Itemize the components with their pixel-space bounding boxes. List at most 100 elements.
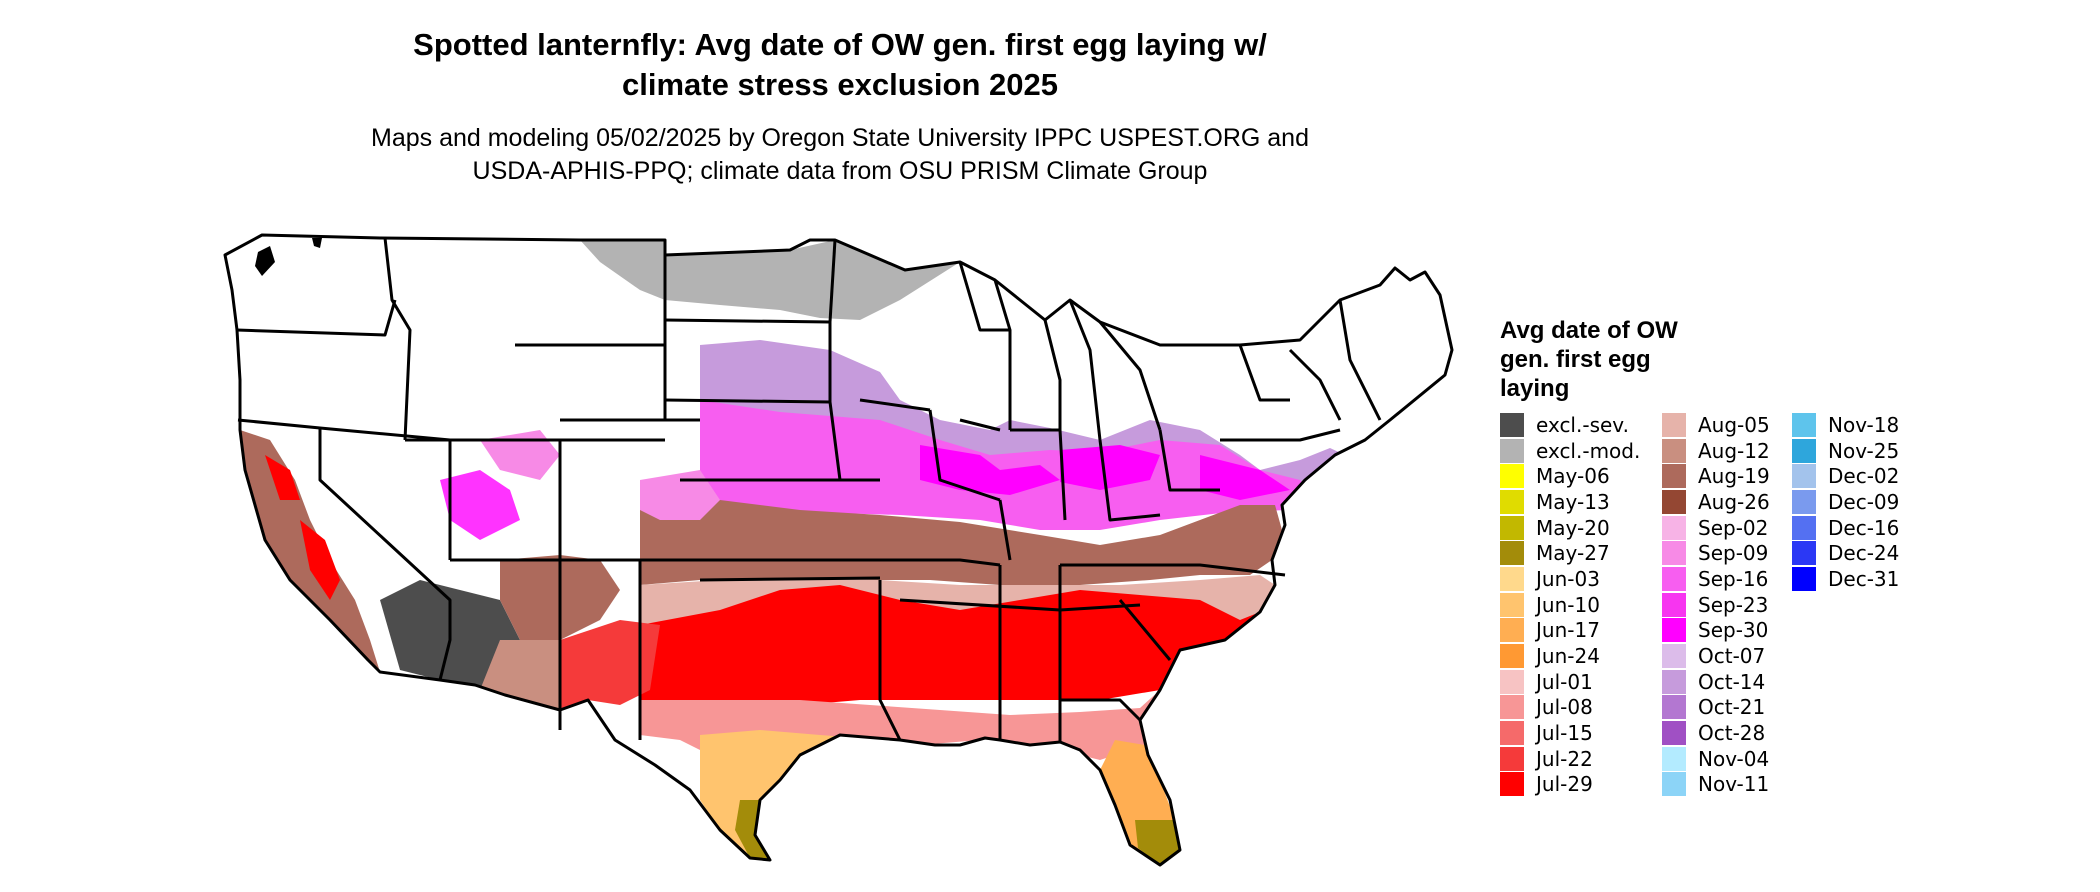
legend-swatch (1500, 695, 1524, 720)
legend-label: Nov-11 (1698, 772, 1770, 797)
legend-label: Sep-23 (1698, 592, 1769, 617)
legend-item: Sep-09 (1662, 540, 1770, 566)
legend-swatch (1500, 772, 1524, 797)
legend-item: Dec-31 (1792, 566, 1899, 592)
legend-swatch (1500, 438, 1524, 463)
legend-swatch (1792, 541, 1816, 566)
legend-label: Jun-10 (1536, 592, 1600, 617)
map-subtitle-line-2: USDA-APHIS-PPQ; climate data from OSU PR… (472, 157, 1208, 185)
legend-swatch (1500, 592, 1524, 617)
legend-label: Jul-15 (1536, 721, 1593, 746)
legend-label: Oct-07 (1698, 644, 1766, 669)
legend-label: Oct-21 (1698, 695, 1766, 720)
legend-swatch (1500, 618, 1524, 643)
legend-item: Sep-23 (1662, 592, 1770, 618)
legend-item: Nov-11 (1662, 772, 1770, 798)
legend-label: May-13 (1536, 489, 1610, 514)
legend-swatch (1792, 515, 1816, 540)
legend-item: Aug-26 (1662, 489, 1770, 515)
legend-swatch (1792, 489, 1816, 514)
legend-title-line-2: gen. first egg (1500, 346, 1651, 373)
legend-item: Aug-12 (1662, 438, 1770, 464)
legend-item: Jul-15 (1500, 720, 1640, 746)
legend-swatch (1662, 772, 1686, 797)
map-subtitle-line-1: Maps and modeling 05/02/2025 by Oregon S… (371, 124, 1309, 152)
legend-label: excl.-sev. (1536, 412, 1629, 437)
legend-label: Aug-26 (1698, 489, 1770, 514)
legend-swatch (1500, 566, 1524, 591)
legend-item: May-06 (1500, 463, 1640, 489)
legend-item: Jul-22 (1500, 746, 1640, 772)
legend-swatch (1662, 515, 1686, 540)
legend-item: May-13 (1500, 489, 1640, 515)
legend-swatch (1792, 438, 1816, 463)
legend-item: Sep-16 (1662, 566, 1770, 592)
legend-item: May-20 (1500, 515, 1640, 541)
legend-swatch (1792, 566, 1816, 591)
legend-swatch (1500, 669, 1524, 694)
legend-label: Jul-22 (1536, 746, 1593, 771)
legend-item: Jun-10 (1500, 592, 1640, 618)
legend-item: Dec-24 (1792, 540, 1899, 566)
legend-label: Oct-14 (1698, 669, 1766, 694)
legend-item: Dec-02 (1792, 463, 1899, 489)
legend-label: Oct-28 (1698, 721, 1766, 746)
legend-swatch (1662, 489, 1686, 514)
legend-swatch (1662, 746, 1686, 771)
legend-column-1: excl.-sev. excl.-mod. May-06 May-13 May-20 Ma… (1500, 412, 1640, 797)
legend-label: Aug-05 (1698, 412, 1770, 437)
legend-label: Dec-02 (1828, 464, 1900, 489)
legend-item: Jun-17 (1500, 618, 1640, 644)
legend-item: Jul-08 (1500, 695, 1640, 721)
legend-label: Aug-19 (1698, 464, 1770, 489)
legend-swatch (1500, 721, 1524, 746)
legend-swatch (1500, 541, 1524, 566)
legend-item: excl.-mod. (1500, 438, 1640, 464)
legend-label: Nov-18 (1828, 412, 1900, 437)
legend-label: Jun-24 (1536, 644, 1600, 669)
legend-item: Sep-02 (1662, 515, 1770, 541)
legend-item: excl.-sev. (1500, 412, 1640, 438)
legend-item: Nov-25 (1792, 438, 1899, 464)
legend-swatch (1662, 541, 1686, 566)
legend-swatch (1662, 412, 1686, 437)
legend-item: Oct-07 (1662, 643, 1770, 669)
legend-column-2: Aug-05 Aug-12 Aug-19 Aug-26 Sep-02 Sep-09 Sep-… (1662, 412, 1770, 797)
legend-label: Aug-12 (1698, 438, 1770, 463)
legend-swatch (1662, 669, 1686, 694)
legend-label: Jun-17 (1536, 618, 1600, 643)
legend-label: Dec-24 (1828, 541, 1900, 566)
map-title-line-1: Spotted lanternfly: Avg date of OW gen. … (413, 27, 1267, 62)
legend-label: Sep-02 (1698, 515, 1769, 540)
legend-item: Oct-14 (1662, 669, 1770, 695)
legend-item: Nov-18 (1792, 412, 1899, 438)
legend-item: Dec-16 (1792, 515, 1899, 541)
legend-label: Nov-04 (1698, 746, 1770, 771)
legend-item: Jun-03 (1500, 566, 1640, 592)
legend-swatch (1500, 489, 1524, 514)
legend-item: Jul-29 (1500, 772, 1640, 798)
legend-title-line-1: Avg date of OW (1500, 317, 1678, 344)
map-title: Spotted lanternfly: Avg date of OW gen. … (280, 25, 1400, 105)
legend-item: Aug-05 (1662, 412, 1770, 438)
legend-label: Sep-09 (1698, 541, 1769, 566)
legend-swatch (1662, 592, 1686, 617)
legend-label: Nov-25 (1828, 438, 1900, 463)
legend-label: Jul-29 (1536, 772, 1593, 797)
legend-swatch (1500, 412, 1524, 437)
legend-label: Sep-16 (1698, 566, 1769, 591)
map-title-line-2: climate stress exclusion 2025 (622, 67, 1058, 102)
legend-swatch (1662, 438, 1686, 463)
legend-swatch (1662, 464, 1686, 489)
legend-swatch (1500, 515, 1524, 540)
legend-item: Sep-30 (1662, 618, 1770, 644)
legend-item: Dec-09 (1792, 489, 1899, 515)
legend-swatch (1792, 464, 1816, 489)
legend-label: Dec-09 (1828, 489, 1900, 514)
legend-label: Jul-08 (1536, 695, 1593, 720)
legend-swatch (1662, 618, 1686, 643)
legend-label: Jun-03 (1536, 566, 1600, 591)
legend-label: May-20 (1536, 515, 1610, 540)
legend-label: excl.-mod. (1536, 438, 1641, 463)
